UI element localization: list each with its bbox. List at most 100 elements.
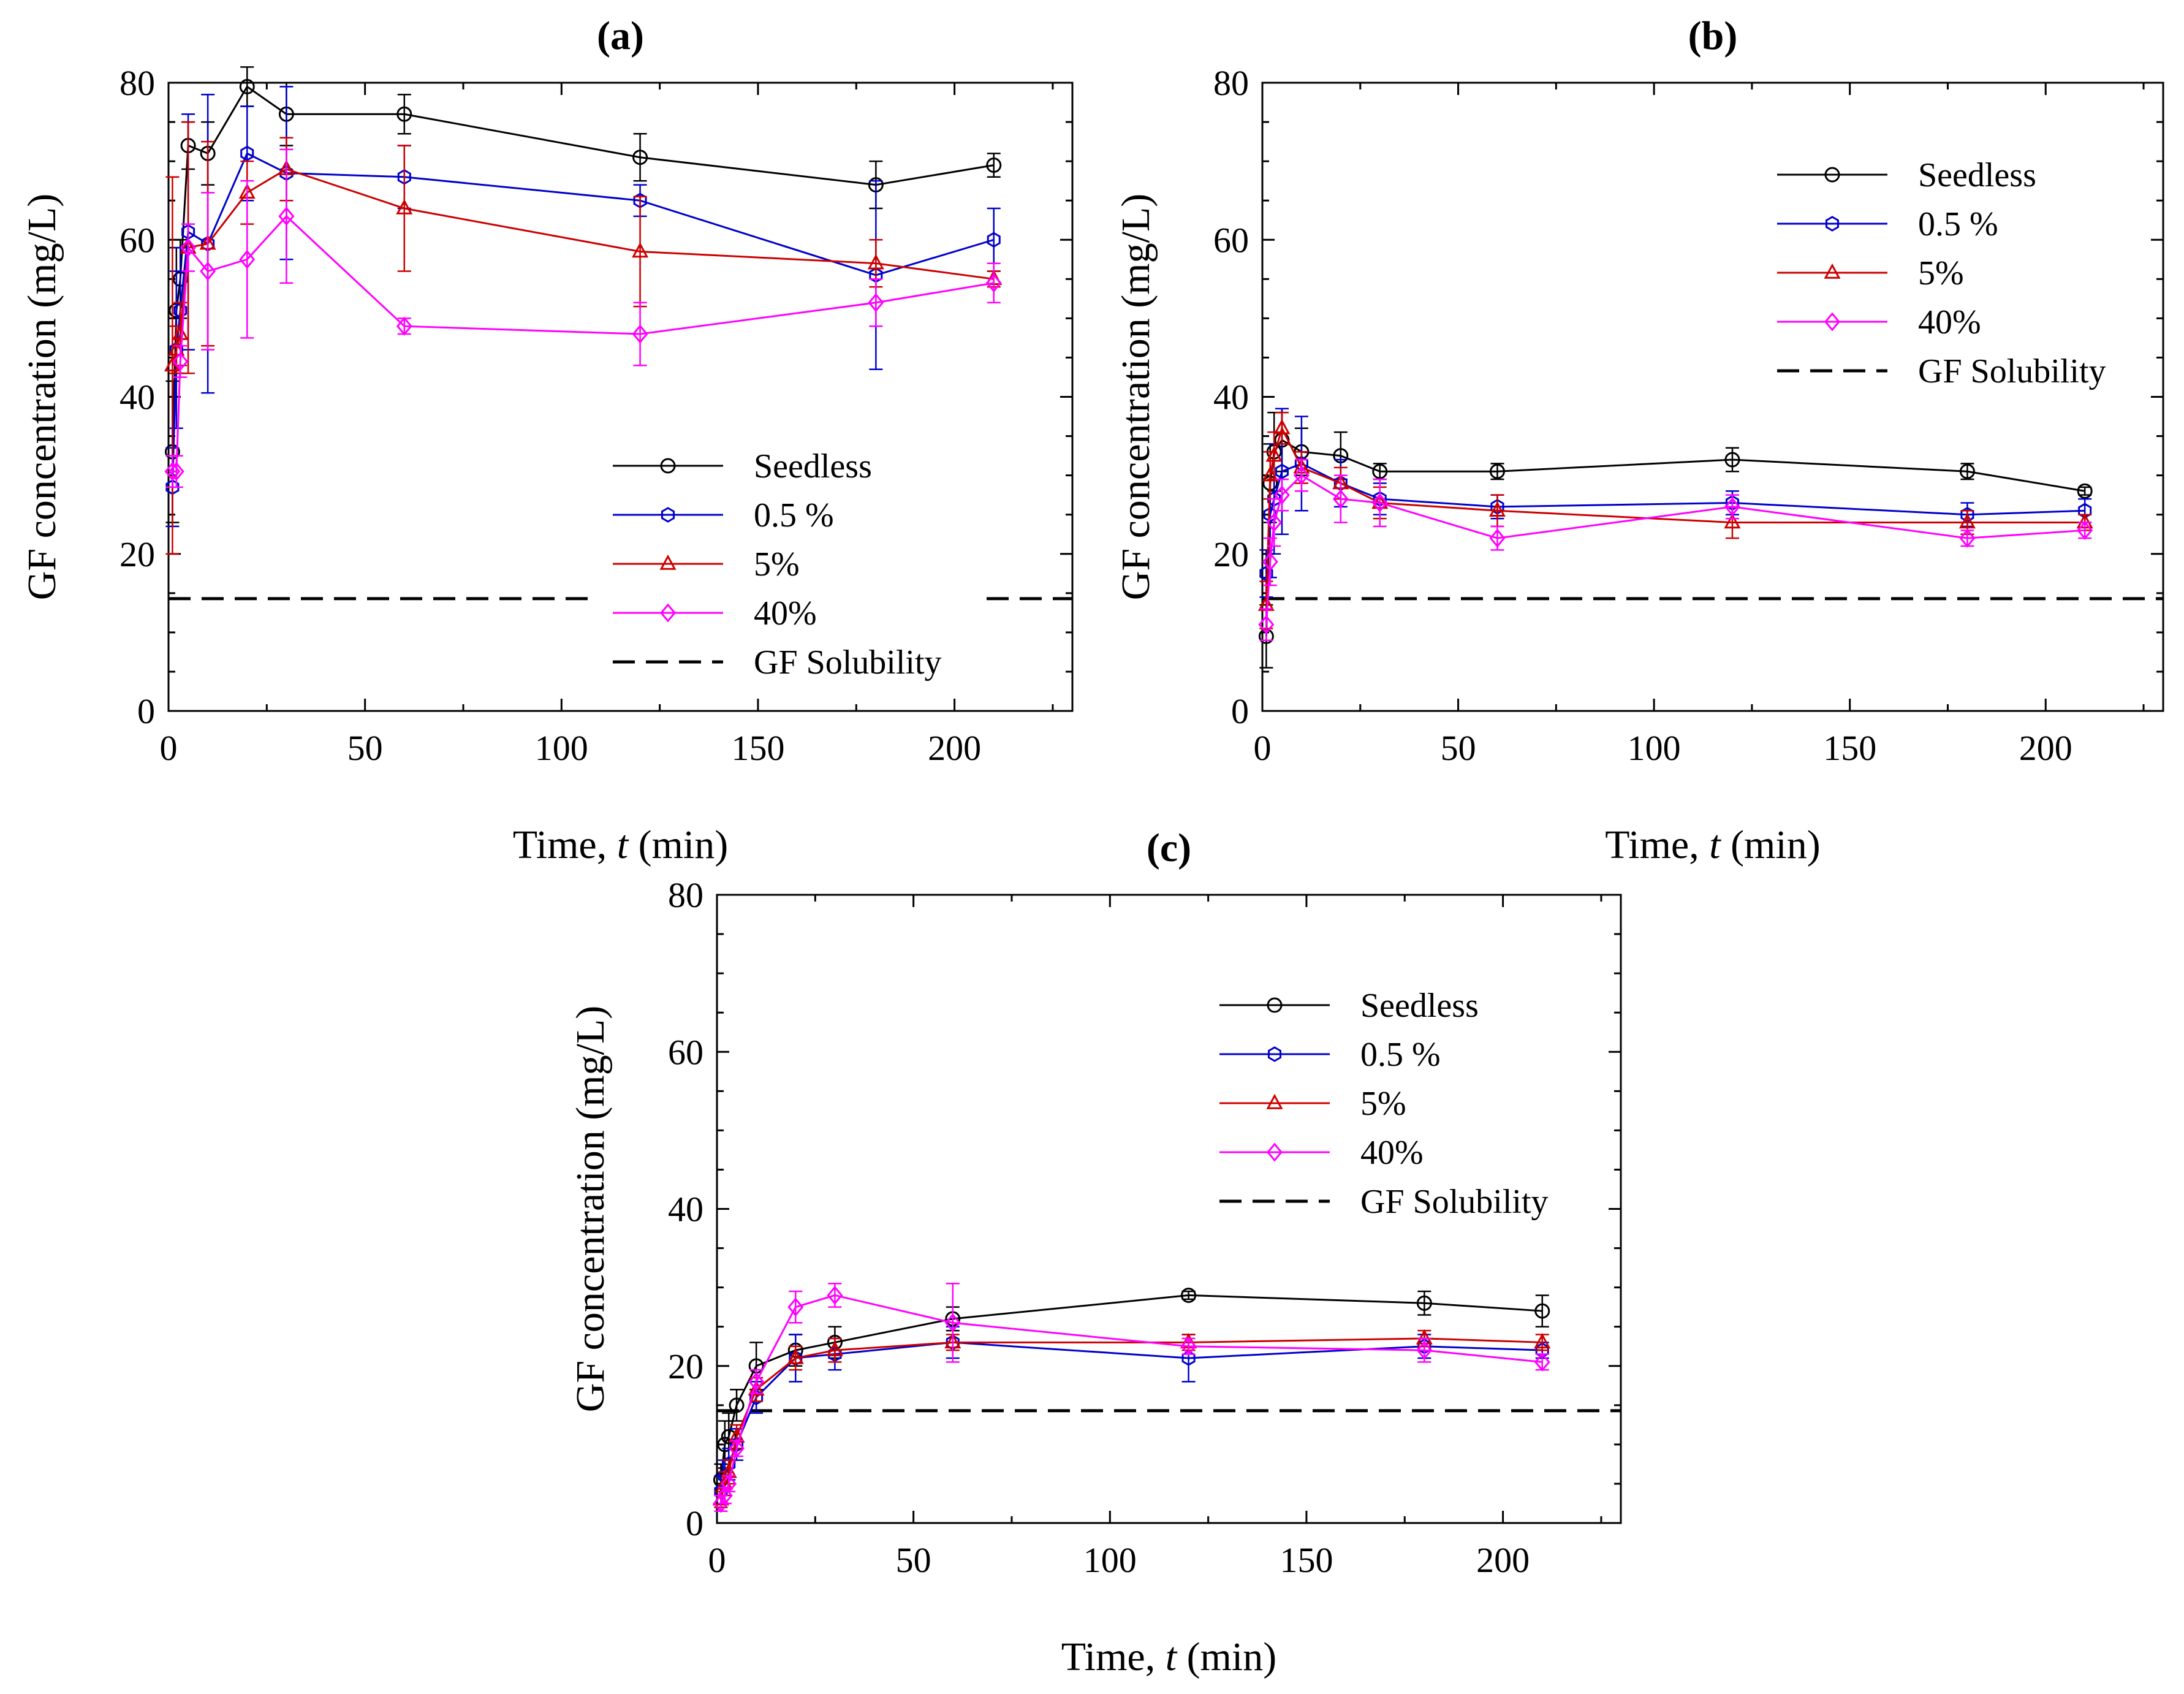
- data-point: [787, 1297, 804, 1317]
- x-axis-title-prefix: Time,: [1605, 822, 1709, 867]
- x-tick-label: 150: [731, 728, 784, 768]
- x-axis-title-variable: t: [617, 822, 629, 867]
- data-point: [1959, 463, 1975, 479]
- legend-marker: [1267, 1046, 1282, 1062]
- series-line: [719, 1341, 1542, 1492]
- y-tick-label: 20: [1213, 534, 1249, 574]
- x-axis-title-suffix: (min): [1721, 822, 1821, 867]
- y-tick-label: 40: [1213, 378, 1249, 417]
- data-point: [1958, 513, 1976, 529]
- series-line: [720, 1294, 1542, 1504]
- legend-marker: [661, 507, 675, 523]
- data-point: [1266, 512, 1283, 533]
- chart-panel-b: (b) 0 50 100 150 200 0 20 40 60 80 Time, t (min) GF …: [1113, 13, 2164, 867]
- data-point: [1724, 497, 1740, 517]
- data-point: [1265, 446, 1283, 462]
- x-tick-label: 0: [160, 728, 178, 768]
- x-axis-title-b: Time, t (min): [1605, 822, 1820, 867]
- data-point: [278, 207, 295, 226]
- x-tick-label: 0: [1254, 728, 1272, 768]
- data-point: [1724, 513, 1741, 529]
- data-point: [1488, 501, 1506, 517]
- data-point: [172, 324, 189, 340]
- data-point: [632, 242, 649, 258]
- series-a-2: [164, 121, 1003, 555]
- legend-label: GF Solubility: [1918, 352, 2106, 390]
- legend-label: 40%: [754, 594, 817, 632]
- data-point: [1332, 489, 1349, 509]
- y-tick-label: 80: [119, 63, 155, 103]
- data-point: [200, 261, 216, 281]
- legend-marker: [659, 554, 677, 570]
- data-point: [239, 249, 256, 269]
- data-point: [172, 352, 189, 371]
- data-point: [1489, 528, 1506, 548]
- data-point: [1181, 1287, 1197, 1303]
- data-point: [396, 199, 413, 215]
- series-line: [719, 1294, 1542, 1480]
- data-point: [1534, 1303, 1550, 1319]
- data-point: [396, 316, 412, 336]
- x-axis-title-suffix: (min): [628, 822, 728, 867]
- x-axis-title-c: Time, t (min): [1061, 1635, 1276, 1679]
- data-point: [868, 293, 884, 313]
- x-tick-label: 50: [347, 728, 383, 768]
- data-point: [1262, 552, 1278, 572]
- legend-marker: [1824, 263, 1841, 279]
- chart-panel-a: (a) 0 50 100 150 200 0 20 40 60 80 Time, t (min) GF …: [20, 13, 1074, 867]
- series-line: [171, 152, 995, 487]
- data-point: [1273, 419, 1291, 435]
- legend-marker: [660, 603, 676, 623]
- series-b-3: [1258, 458, 2093, 641]
- legend-label: Seedless: [754, 447, 872, 485]
- y-tick-label: 0: [686, 1503, 703, 1543]
- data-point: [239, 78, 255, 94]
- data-point: [168, 461, 184, 481]
- legend-label: 40%: [1360, 1134, 1424, 1172]
- y-axis-title-b: GF concentration (mg/L): [1113, 194, 1158, 600]
- x-tick-label: 150: [1280, 1540, 1333, 1580]
- y-tick-label: 80: [668, 875, 703, 915]
- data-point: [1416, 1340, 1433, 1360]
- data-point: [867, 254, 884, 270]
- legend-label: 0.5 %: [754, 496, 834, 534]
- series-c-0: [713, 1287, 1550, 1497]
- data-point: [1274, 485, 1290, 505]
- legend-label: GF Solubility: [1360, 1183, 1549, 1221]
- y-tick-label: 0: [1231, 691, 1249, 731]
- data-point: [713, 1494, 729, 1513]
- plot-frame-a: [167, 82, 1074, 712]
- legend-marker: [1824, 167, 1840, 183]
- x-tick-label: 200: [1476, 1540, 1530, 1580]
- data-point: [1180, 1337, 1197, 1356]
- data-point: [632, 150, 648, 165]
- legend-marker: [1267, 997, 1283, 1013]
- legend-label: 5%: [1918, 254, 1964, 292]
- data-point: [748, 1372, 765, 1391]
- y-tick-label: 40: [668, 1190, 703, 1229]
- series-c-3: [713, 1282, 1550, 1513]
- legend-marker: [660, 458, 676, 474]
- data-point: [1534, 1333, 1551, 1349]
- data-point: [826, 1340, 843, 1356]
- x-axis-title-prefix: Time,: [1061, 1635, 1166, 1679]
- data-point: [987, 232, 1001, 248]
- data-point: [180, 238, 197, 257]
- data-point: [729, 1397, 745, 1413]
- data-point: [944, 1313, 961, 1332]
- y-tick-label: 80: [1213, 63, 1249, 103]
- legend-label: 5%: [754, 545, 800, 583]
- x-tick-label: 200: [2019, 728, 2072, 768]
- data-point: [240, 145, 254, 162]
- series-line: [1265, 474, 2085, 625]
- x-axis-title-variable: t: [1709, 822, 1721, 867]
- x-axis-title-variable: t: [1166, 1635, 1178, 1679]
- legend-label: 40%: [1918, 303, 1981, 341]
- legend-a: Seedless 0.5 % 5% 40% GF Solubility: [613, 447, 942, 682]
- y-axis-title-c: GF concentration (mg/L): [568, 1006, 613, 1412]
- y-tick-label: 20: [668, 1346, 703, 1386]
- x-tick-label: 100: [1628, 728, 1681, 768]
- legend-label: GF Solubility: [754, 644, 942, 682]
- data-point: [986, 158, 1002, 173]
- data-point: [1959, 528, 1976, 548]
